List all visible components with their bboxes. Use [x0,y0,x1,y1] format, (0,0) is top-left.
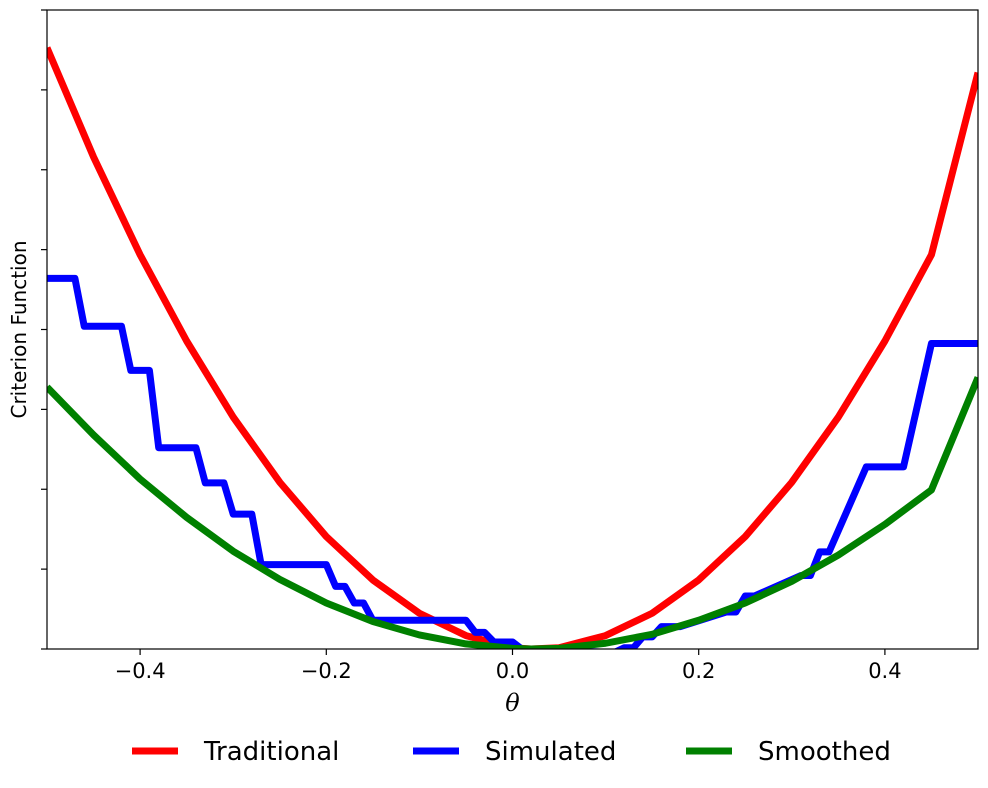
x-tick-label: 0.0 [496,659,529,683]
legend-item-simulated: Simulated [413,737,616,767]
legend-label: Simulated [485,737,616,767]
y-axis-label: Criterion Function [7,240,31,418]
legend-label: Traditional [203,737,339,767]
x-axis-label: θ [505,689,520,717]
legend-item-smoothed: Smoothed [686,737,891,767]
legend-label: Smoothed [758,737,891,767]
legend-item-traditional: Traditional [132,737,339,767]
x-tick-label: 0.4 [868,659,901,683]
axes-layer: −0.4 −0.2 0.0 0.2 0.4 [41,9,979,683]
legend: Traditional Simulated Smoothed [132,737,891,767]
x-tick-label: −0.2 [301,659,352,683]
x-tick-label: 0.2 [682,659,715,683]
plot-background [47,10,978,649]
x-tick-label: −0.4 [115,659,166,683]
plot-area [47,10,978,649]
